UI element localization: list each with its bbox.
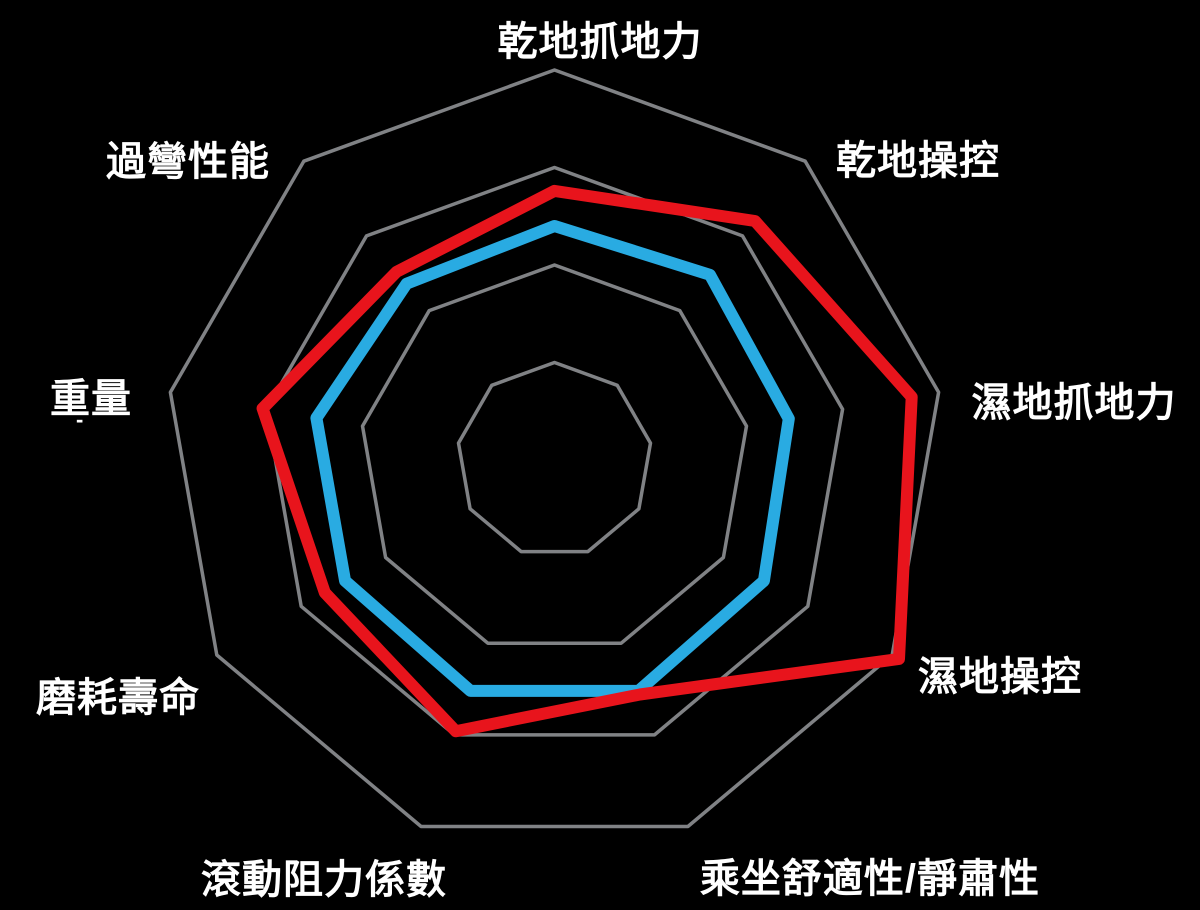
axis-label-wear-life: 磨耗壽命 <box>36 676 200 720</box>
series-polygon-0 <box>310 220 795 697</box>
axis-label-cornering: 過彎性能 <box>106 140 270 184</box>
weight-dash-mark: - <box>76 407 84 432</box>
grid-ring-2 <box>264 165 845 737</box>
grid-ring-1 <box>360 263 749 645</box>
grid-ring-0 <box>456 360 653 554</box>
axis-label-rolling-resistance: 滾動阻力係數 <box>201 858 447 902</box>
axis-label-dry-grip: 乾地抓地力 <box>497 20 703 64</box>
axis-label-comfort-quietness: 乘坐舒適性/靜肅性 <box>699 857 1041 901</box>
axis-label-dry-handling: 乾地操控 <box>836 139 1000 183</box>
series-polygon-1 <box>256 184 918 738</box>
axis-label-wet-grip: 濕地抓地力 <box>971 381 1177 425</box>
grid-ring-3 <box>168 68 941 829</box>
axis-label-wet-handling: 濕地操控 <box>918 655 1082 699</box>
axis-label-weight: 重量 <box>50 377 132 421</box>
